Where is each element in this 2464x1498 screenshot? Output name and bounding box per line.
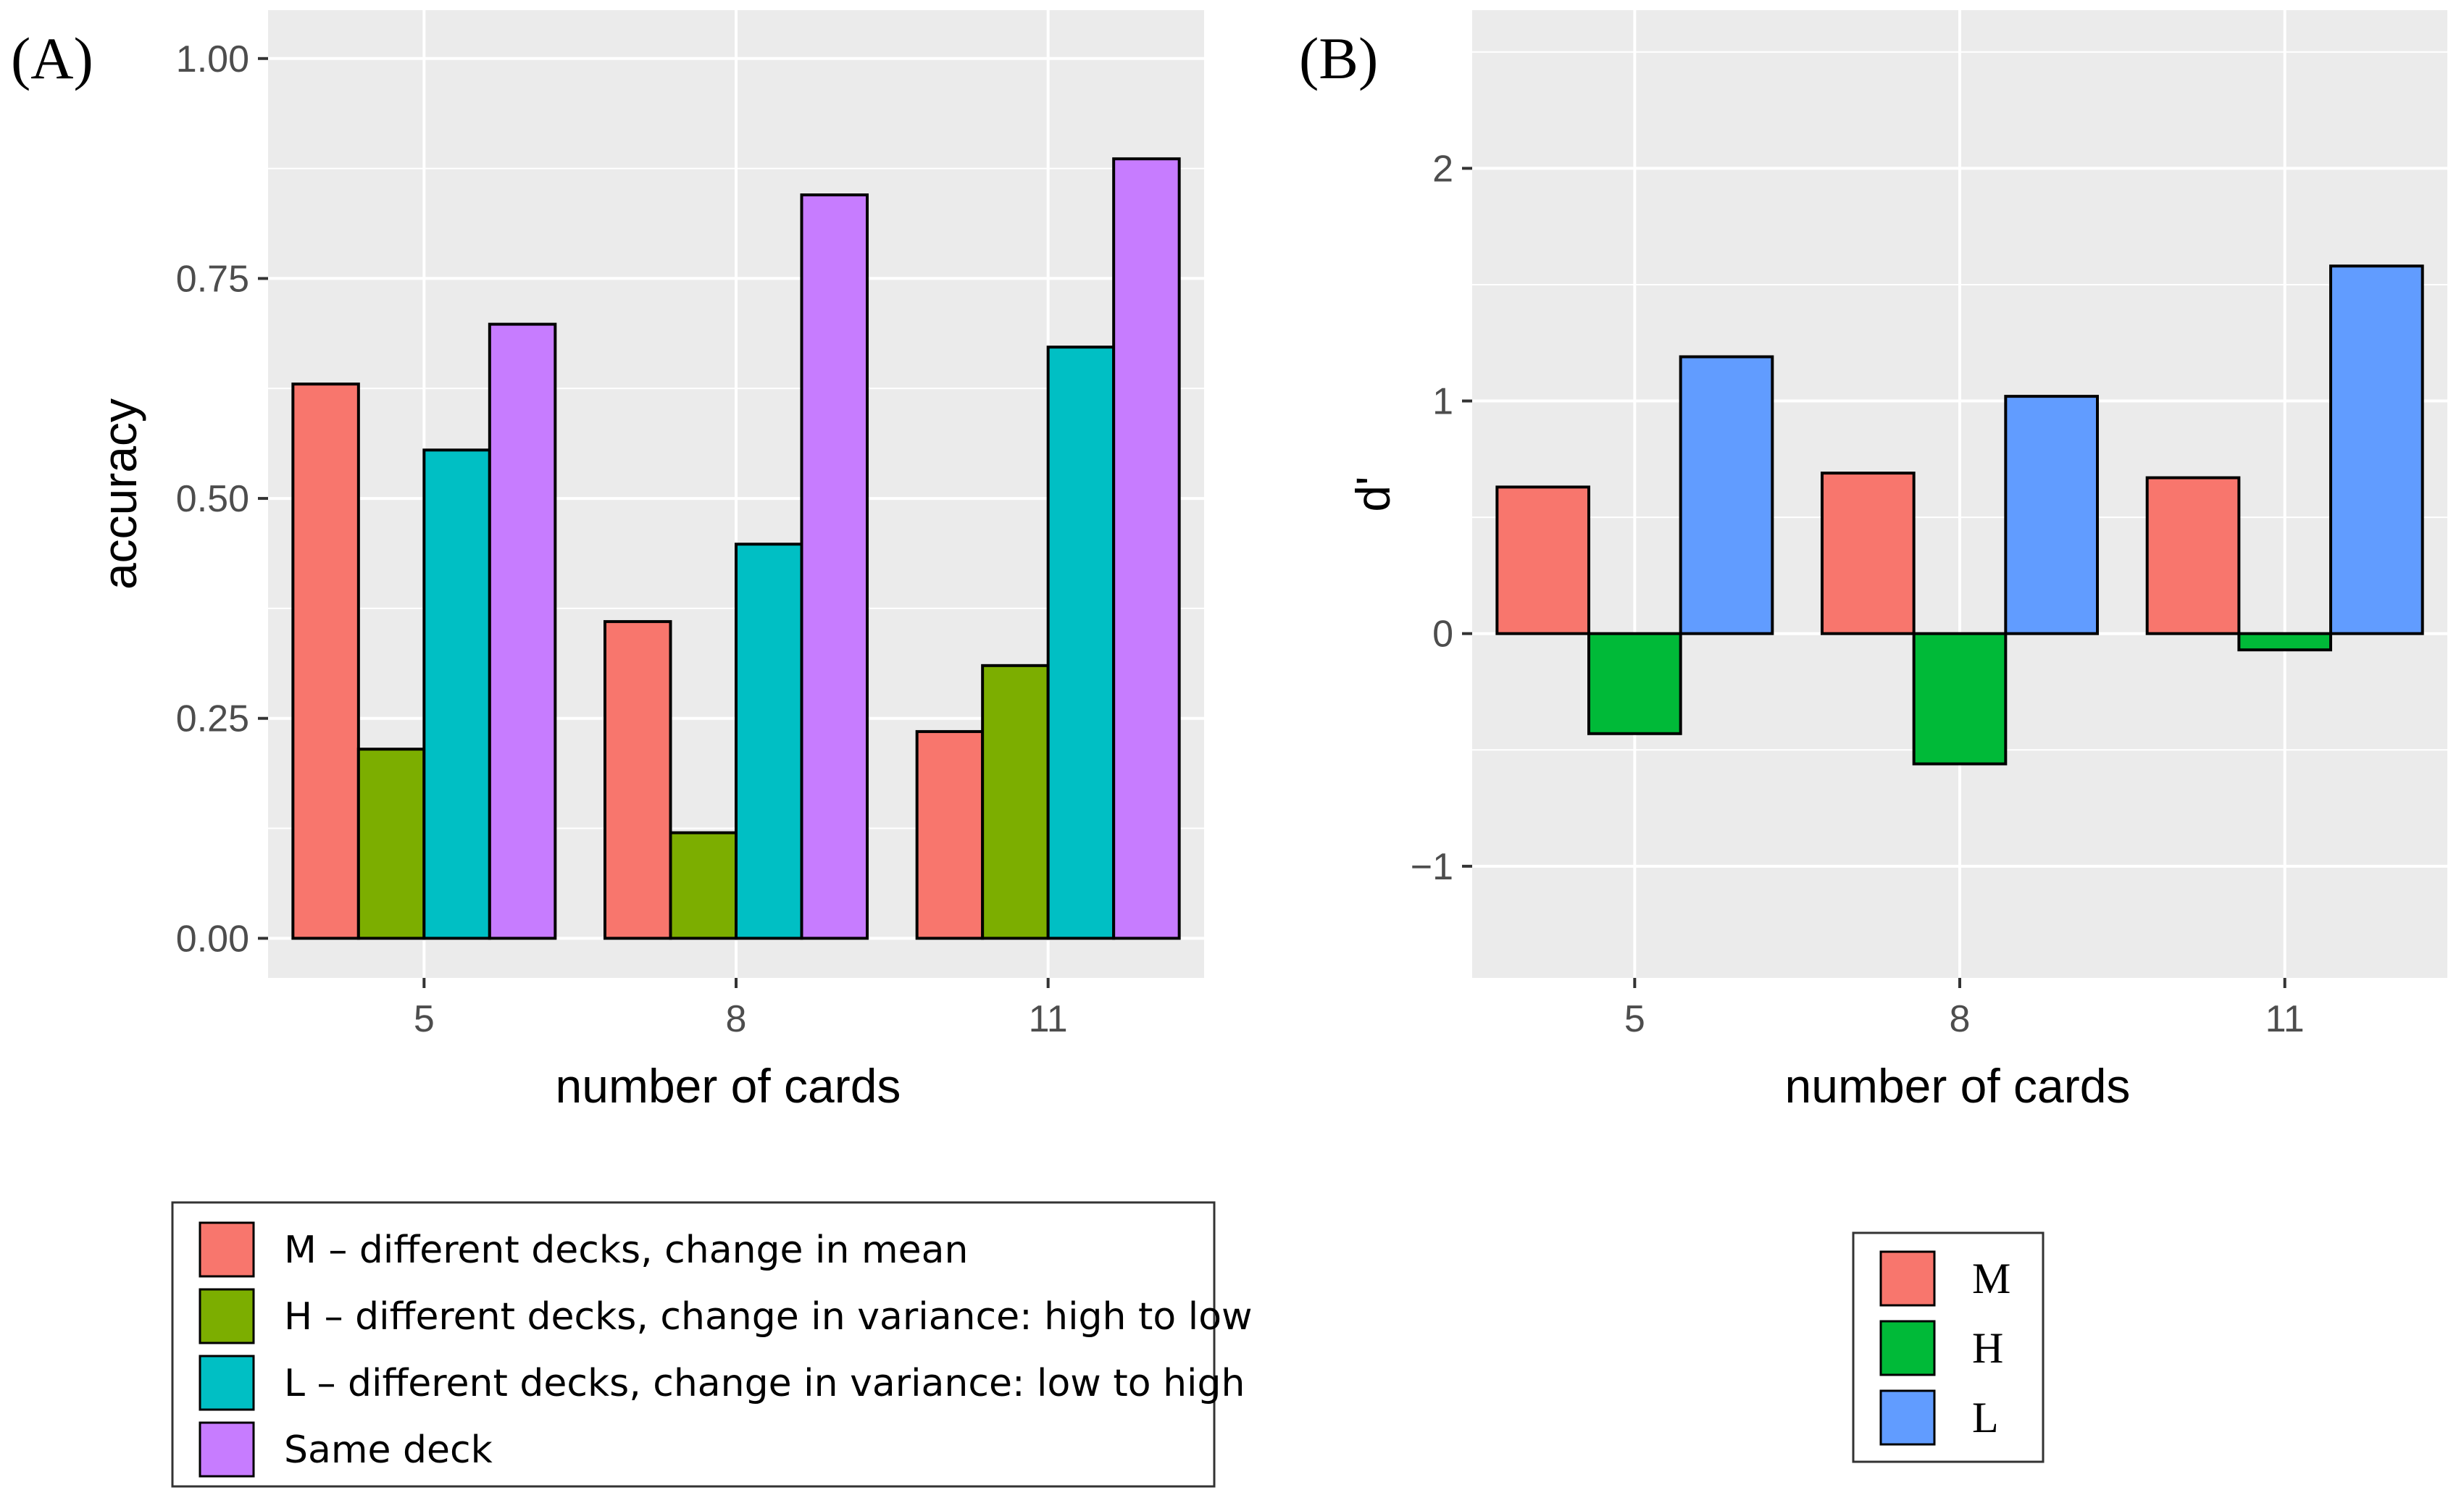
legend-b-label-h: H	[1972, 1324, 2003, 1372]
y-tick-label: 1	[1432, 381, 1453, 423]
bar-l-11	[2329, 264, 2424, 635]
panel-b-y-axis: −1 0 1 2	[1411, 148, 1472, 888]
bar-l-5	[1679, 355, 1774, 635]
x-tick-label: 5	[414, 998, 435, 1040]
bar-m-11	[915, 729, 985, 940]
bar-m-5	[1495, 485, 1590, 635]
y-tick-label: −1	[1411, 846, 1453, 888]
panel-a-x-axis: 5 8 11	[414, 978, 1068, 1040]
bar-h-5	[356, 748, 426, 940]
bar-m-8	[604, 620, 672, 940]
y-tick-label: 0.50	[176, 478, 249, 520]
bar-m-8	[1821, 472, 1916, 635]
x-tick-label: 11	[2265, 998, 2305, 1040]
bar-l-5	[422, 448, 491, 940]
legend-label-same-deck: Same deck	[284, 1428, 493, 1472]
legend-b-label-m: M	[1972, 1255, 2010, 1302]
legend-swatch-h	[199, 1288, 255, 1344]
bar-l-8	[735, 543, 803, 940]
bar-l-11	[1046, 346, 1116, 940]
panel-b-y-axis-title: d'	[1346, 476, 1400, 511]
bar-h-5	[1587, 632, 1682, 735]
panel-a-bars	[291, 157, 1181, 940]
y-tick-label: 0.75	[176, 258, 249, 300]
y-tick-label: 0	[1432, 614, 1453, 656]
bar-h-11	[2237, 632, 2332, 652]
legend-swatch-l	[199, 1355, 255, 1411]
panel-a-legend-box	[171, 1201, 1216, 1488]
bar-same-deck-8	[800, 193, 869, 940]
panel-a-legend: M – different decks, change in mean H – …	[171, 1201, 1253, 1488]
y-tick-label: 0.00	[176, 918, 249, 960]
legend-swatch-same-deck	[199, 1421, 255, 1478]
panel-b-x-axis: 5 8 11	[1624, 978, 2305, 1040]
y-tick-label: 2	[1432, 148, 1453, 190]
y-tick-label: 1.00	[176, 38, 249, 80]
legend-b-swatch-m	[1879, 1250, 1936, 1307]
panel-a-y-axis: 0.00 0.25 0.50 0.75 1.00	[176, 38, 268, 960]
x-tick-label: 11	[1029, 998, 1068, 1040]
bar-h-11	[981, 664, 1050, 940]
bar-h-8	[669, 831, 738, 940]
bar-h-8	[1912, 632, 2008, 766]
bar-m-5	[291, 382, 360, 940]
bar-l-8	[2004, 395, 2099, 635]
panel-b-bars	[1495, 264, 2424, 766]
legend-b-label-l: L	[1972, 1394, 1999, 1441]
panel-a-x-axis-title: number of cards	[556, 1059, 901, 1113]
x-tick-label: 8	[726, 998, 747, 1040]
bar-m-11	[2145, 476, 2241, 635]
panel-b-label: (B)	[1299, 25, 1378, 91]
legend-label-l: L – different decks, change in variance:…	[284, 1362, 1245, 1405]
panel-b-x-axis-title: number of cards	[1785, 1059, 2131, 1113]
legend-b-swatch-h	[1879, 1320, 1936, 1376]
legend-b-swatch-l	[1879, 1389, 1936, 1446]
bar-same-deck-5	[488, 322, 557, 940]
panel-a: (A) 0.00 0.25 0.50 0.75 1.00 5 8 11 number of …	[11, 10, 1253, 1488]
legend-swatch-m	[199, 1221, 255, 1278]
bar-same-deck-11	[1112, 157, 1181, 940]
panel-a-y-axis-title: accuracy	[93, 398, 146, 590]
panel-b-legend: M H L	[1852, 1231, 2045, 1463]
y-tick-label: 0.25	[176, 698, 249, 740]
panel-a-label: (A)	[11, 25, 93, 91]
x-tick-label: 8	[1950, 998, 1971, 1040]
x-tick-label: 5	[1624, 998, 1645, 1040]
legend-label-m: M – different decks, change in mean	[284, 1229, 968, 1272]
legend-label-h: H – different decks, change in variance:…	[284, 1295, 1253, 1339]
panel-b: (B) −1 0 1 2 5 8 11 number of cards d' M H L	[1299, 10, 2447, 1463]
